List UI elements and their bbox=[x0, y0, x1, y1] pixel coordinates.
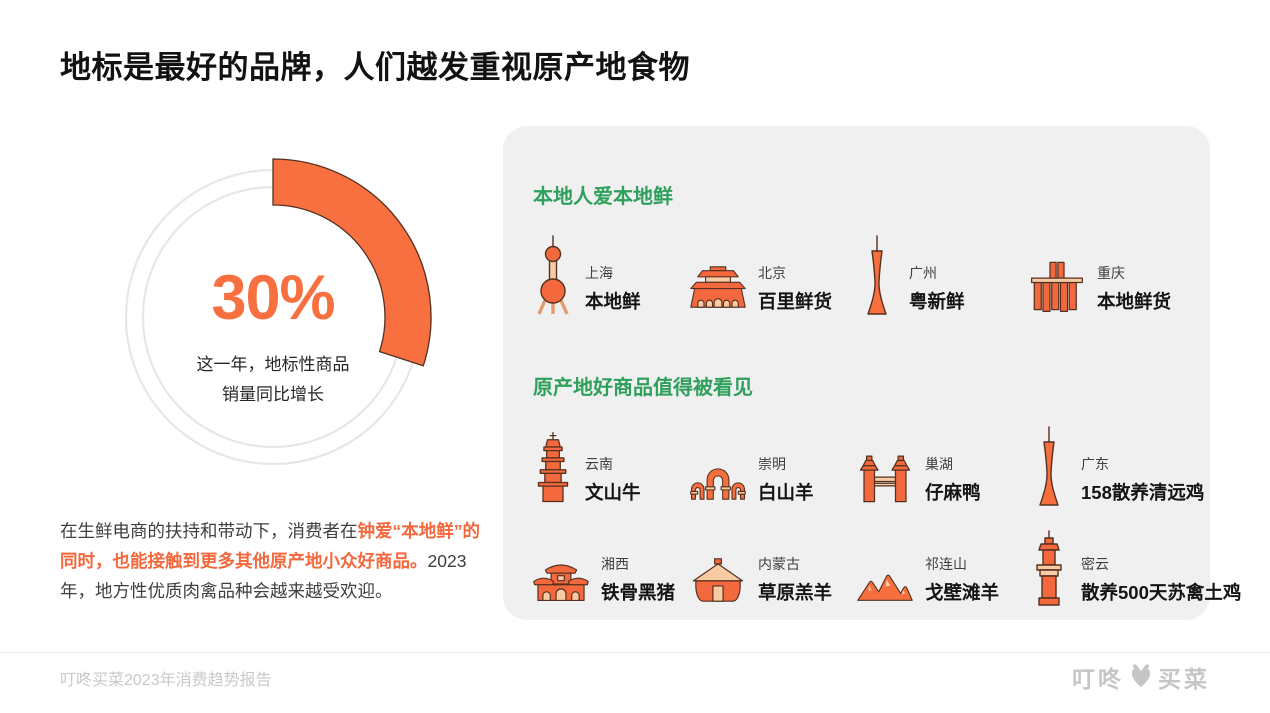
intro-paragraph: 在生鲜电商的扶持和带动下，消费者在钟爱“本地鲜”的同时，也能接触到更多其他原产地… bbox=[60, 516, 496, 606]
item-name: 戈壁滩羊 bbox=[925, 582, 1000, 603]
item-city: 祁连山 bbox=[925, 556, 967, 572]
donut-value-wedge bbox=[272, 158, 432, 367]
landmark-item-guangzhou: 广州 粤新鲜 bbox=[857, 233, 1029, 315]
donut-caption: 这一年，地标性商品 销量同比增长 bbox=[112, 350, 434, 410]
item-name: 本地鲜 bbox=[585, 291, 641, 312]
item-city: 内蒙古 bbox=[758, 556, 800, 572]
donut-percent-value: 30% bbox=[211, 263, 335, 333]
item-city: 广州 bbox=[909, 265, 937, 281]
landmark-item-xiangxi: 湘西 铁骨黑猪 bbox=[533, 524, 690, 606]
landmark-panel: 本地人爱本地鲜 上海 本地鲜 bbox=[503, 126, 1241, 620]
stone-arches-icon bbox=[690, 452, 746, 506]
donut-caption-line2: 销量同比增长 bbox=[222, 384, 324, 404]
item-city: 密云 bbox=[1081, 556, 1109, 572]
donut-chart: 30% 这一年，地标性商品 销量同比增长 bbox=[112, 156, 434, 478]
donut-caption-line1: 这一年，地标性商品 bbox=[196, 355, 350, 374]
landmark-item-beijing: 北京 百里鲜货 bbox=[690, 233, 857, 315]
item-name: 铁骨黑猪 bbox=[601, 582, 676, 603]
donut-chart-svg bbox=[124, 158, 432, 466]
section-heading-origin: 原产地好商品值得被看见 bbox=[533, 377, 753, 399]
item-name: 百里鲜货 bbox=[758, 291, 833, 312]
section-heading-local: 本地人爱本地鲜 bbox=[533, 186, 673, 208]
landmark-item-miyun: 密云 散养500天苏禽土鸡 bbox=[1029, 524, 1241, 606]
brand-logo-text-left: 叮咚 bbox=[1072, 666, 1124, 692]
chongqing-towers-icon bbox=[1029, 257, 1085, 315]
brand-logo: 叮咚 买菜 bbox=[1072, 660, 1210, 694]
local-items-grid: 上海 本地鲜 北京 bbox=[533, 233, 1190, 315]
intro-text-1: 在生鲜电商的扶持和带动下，消费者在 bbox=[60, 521, 358, 541]
oriental-pearl-tower-icon bbox=[533, 235, 573, 315]
landmark-item-qilianshan: 祁连山 戈壁滩羊 bbox=[857, 524, 1029, 606]
temple-gate-icon bbox=[533, 552, 589, 606]
landmark-item-yunnan: 云南 文山牛 bbox=[533, 424, 690, 506]
item-name: 文山牛 bbox=[585, 482, 641, 503]
item-city: 重庆 bbox=[1097, 265, 1125, 281]
item-name: 粤新鲜 bbox=[909, 291, 965, 312]
footer-report-label: 叮咚买菜2023年消费趋势报告 bbox=[60, 672, 272, 689]
tiananmen-icon bbox=[690, 259, 746, 315]
brand-logo-text-right: 买菜 bbox=[1158, 666, 1210, 692]
page-title: 地标是最好的品牌，人们越发重视原产地食物 bbox=[60, 50, 690, 85]
landmark-item-guangdong: 广东 158散养清远鸡 bbox=[1029, 424, 1241, 506]
landmark-item-chongming: 崇明 白山羊 bbox=[690, 424, 857, 506]
item-city: 湘西 bbox=[601, 556, 629, 572]
footer-divider bbox=[0, 652, 1270, 653]
tiered-tower-icon bbox=[1029, 530, 1069, 606]
landmark-item-shanghai: 上海 本地鲜 bbox=[533, 233, 690, 315]
pagoda-icon bbox=[533, 428, 573, 506]
item-name: 散养500天苏禽土鸡 bbox=[1081, 582, 1242, 603]
landmark-item-chaohu: 巢湖 仔麻鸭 bbox=[857, 424, 1029, 506]
radish-icon bbox=[1129, 661, 1153, 694]
item-city: 北京 bbox=[758, 265, 786, 281]
canton-tower-icon bbox=[1029, 426, 1069, 506]
item-city: 广东 bbox=[1081, 456, 1109, 472]
intro-text-2: 2023年，地方性优质肉禽品种会越来越受欢迎。 bbox=[60, 551, 467, 602]
item-city: 崇明 bbox=[758, 456, 786, 472]
origin-items-grid: 云南 文山牛 崇明 白山羊 bbox=[533, 424, 1241, 606]
landmark-item-chongqing: 重庆 本地鲜货 bbox=[1029, 233, 1190, 315]
yurt-icon bbox=[690, 554, 746, 606]
item-name: 白山羊 bbox=[758, 482, 814, 503]
mountains-icon bbox=[857, 562, 913, 606]
intro-highlight: 钟爱“本地鲜”的同时，也能接触到更多其他原产地小众好商品。 bbox=[60, 521, 480, 572]
item-city: 巢湖 bbox=[925, 456, 953, 472]
item-name: 草原羔羊 bbox=[758, 582, 833, 603]
item-city: 上海 bbox=[585, 265, 613, 281]
gate-bridge-icon bbox=[857, 450, 913, 506]
canton-tower-icon bbox=[857, 235, 897, 315]
item-name: 本地鲜货 bbox=[1097, 291, 1172, 312]
item-name: 仔麻鸭 bbox=[925, 482, 981, 503]
landmark-item-neimenggu: 内蒙古 草原羔羊 bbox=[690, 524, 857, 606]
item-name: 158散养清远鸡 bbox=[1081, 482, 1205, 503]
item-city: 云南 bbox=[585, 456, 613, 472]
